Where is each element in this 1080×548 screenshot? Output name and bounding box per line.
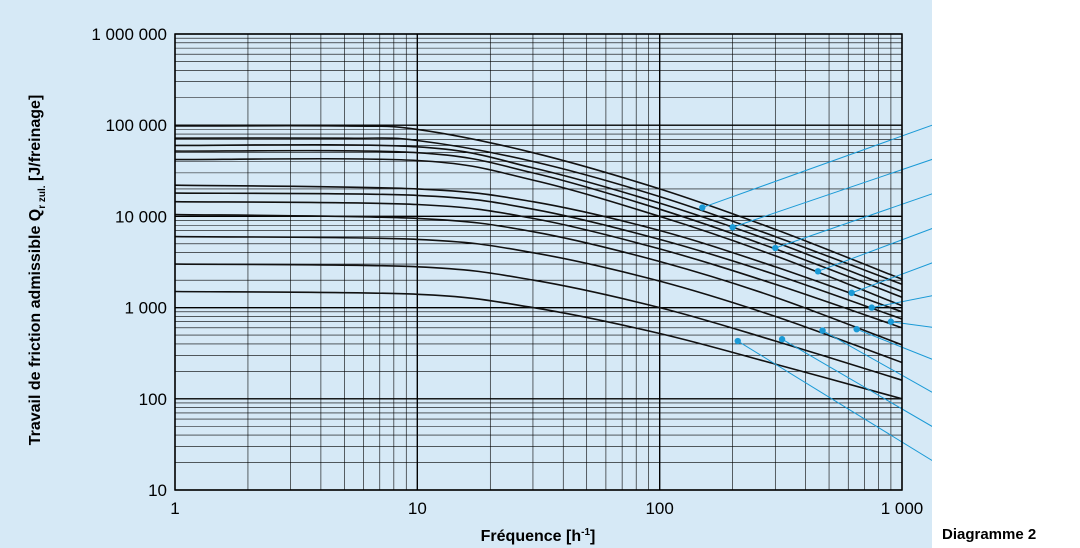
y-tick-label: 1 000 000 bbox=[91, 25, 167, 44]
series-curve bbox=[174, 137, 903, 286]
series-curve bbox=[174, 200, 903, 329]
y-tick-label: 10 000 bbox=[115, 207, 167, 226]
series-curve bbox=[174, 157, 903, 307]
series-curve bbox=[174, 290, 903, 400]
y-tick-label: 100 bbox=[139, 390, 167, 409]
y-tick-label: 100 000 bbox=[106, 116, 167, 135]
series-curve bbox=[174, 143, 903, 293]
plot-frame bbox=[174, 33, 903, 491]
leader-line bbox=[737, 340, 932, 462]
leader-dot bbox=[814, 268, 822, 275]
leader-dot bbox=[868, 304, 875, 311]
chart-panel: 1 10 100 1 000 10 100 1 000 10 000 100 000 1 000… bbox=[0, 0, 932, 548]
y-axis-title: Travail de friction admissible Qr zul. [… bbox=[27, 95, 48, 446]
series-curve bbox=[174, 263, 903, 381]
x-tick-label: 1 000 bbox=[881, 499, 924, 518]
leader-line bbox=[890, 321, 932, 328]
leader-line bbox=[775, 193, 932, 249]
leader-dot bbox=[848, 289, 855, 297]
x-tick-label: 100 bbox=[645, 499, 673, 518]
diagram-caption: Diagramme 2 bbox=[942, 526, 1037, 543]
leader-line bbox=[702, 124, 932, 209]
leader-line bbox=[856, 328, 932, 360]
leader-line bbox=[817, 228, 932, 272]
leader-line bbox=[732, 158, 932, 228]
series-curve bbox=[174, 124, 903, 280]
x-axis-title: Fréquence [h-1] bbox=[481, 527, 596, 545]
leader-line bbox=[822, 330, 932, 393]
leader-dot bbox=[772, 244, 779, 252]
leader-dot bbox=[734, 337, 741, 345]
leader-dot bbox=[699, 204, 706, 211]
y-tick-label: 1 000 bbox=[124, 299, 167, 318]
x-tick-label: 10 bbox=[408, 499, 427, 518]
leader-line bbox=[871, 295, 932, 309]
series-curves bbox=[174, 124, 903, 400]
leader-dot bbox=[729, 224, 736, 231]
x-tick-labels: 1 10 100 1 000 bbox=[170, 499, 923, 518]
series-curve bbox=[174, 213, 903, 346]
series-curve bbox=[174, 235, 903, 364]
x-tick-label: 1 bbox=[170, 499, 179, 518]
leader-dot bbox=[887, 318, 895, 325]
leader-dot bbox=[819, 327, 826, 334]
leader-dot bbox=[853, 325, 860, 333]
series-curve bbox=[174, 149, 903, 298]
leader-line bbox=[851, 262, 932, 294]
leader-dot bbox=[778, 336, 786, 343]
y-tick-labels: 10 100 1 000 10 000 100 000 1 000 000 bbox=[91, 25, 167, 500]
leader-line bbox=[781, 338, 932, 427]
series-curve bbox=[174, 192, 903, 320]
y-tick-label: 10 bbox=[148, 481, 167, 500]
series-curve bbox=[174, 184, 903, 313]
callout-leaders bbox=[699, 124, 932, 462]
